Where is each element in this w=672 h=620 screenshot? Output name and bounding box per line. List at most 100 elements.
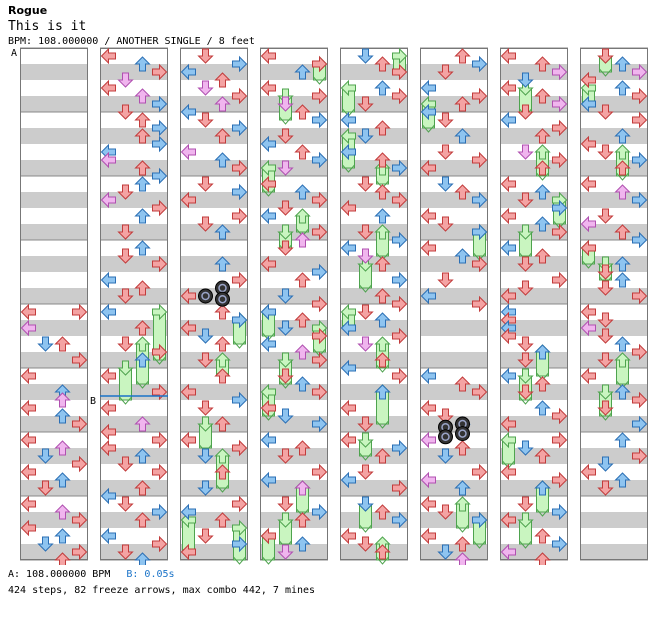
up-arrow-icon bbox=[614, 336, 631, 352]
beat-stripe bbox=[260, 480, 328, 496]
right-arrow-icon bbox=[152, 167, 168, 185]
freeze-head-down-arrow-icon bbox=[197, 416, 214, 432]
up-arrow-icon bbox=[374, 120, 391, 136]
beat-stripe bbox=[420, 192, 488, 208]
beat-stripe bbox=[580, 544, 648, 560]
beat-stripe bbox=[180, 64, 248, 80]
marker-b: B bbox=[90, 396, 96, 407]
freeze-head-down-arrow-icon bbox=[357, 432, 374, 448]
right-arrow-icon bbox=[472, 191, 488, 209]
right-arrow-icon bbox=[72, 511, 88, 529]
left-arrow-icon bbox=[260, 335, 276, 353]
freeze-tail-icon bbox=[216, 484, 229, 493]
right-arrow-icon bbox=[392, 367, 408, 385]
left-arrow-icon bbox=[580, 319, 596, 337]
up-arrow-icon bbox=[214, 464, 231, 480]
down-arrow-icon bbox=[437, 272, 454, 288]
left-arrow-icon bbox=[500, 463, 516, 481]
down-arrow-icon bbox=[517, 336, 534, 352]
freeze-head-down-arrow-icon bbox=[517, 224, 534, 240]
freeze-head-up-arrow-icon bbox=[454, 496, 471, 512]
mine-ring bbox=[218, 294, 227, 304]
column-border bbox=[20, 48, 88, 560]
freeze-tail-icon bbox=[536, 172, 549, 181]
up-arrow-icon bbox=[214, 152, 231, 168]
down-arrow-icon bbox=[37, 480, 54, 496]
up-arrow-icon bbox=[534, 88, 551, 104]
down-arrow-icon bbox=[37, 336, 54, 352]
beat-stripe bbox=[580, 384, 648, 400]
right-arrow-icon bbox=[392, 271, 408, 289]
up-arrow-icon bbox=[54, 504, 71, 520]
beat-stripe bbox=[420, 384, 488, 400]
down-arrow-icon bbox=[437, 408, 454, 424]
beat-stripe bbox=[100, 192, 168, 208]
beat-stripe bbox=[500, 384, 568, 400]
left-arrow-icon bbox=[100, 191, 116, 209]
right-arrow-icon bbox=[312, 111, 328, 129]
down-arrow-icon bbox=[517, 192, 534, 208]
left-arrow-icon bbox=[20, 463, 36, 481]
down-arrow-icon bbox=[517, 496, 534, 512]
up-arrow-icon bbox=[374, 256, 391, 272]
beat-stripe bbox=[340, 384, 408, 400]
up-arrow-icon bbox=[614, 160, 631, 176]
up-arrow-icon bbox=[134, 128, 151, 144]
beat-stripe bbox=[260, 64, 328, 80]
beat-stripe bbox=[100, 64, 168, 80]
down-arrow-icon bbox=[37, 536, 54, 552]
beat-stripe bbox=[340, 512, 408, 528]
beat-stripe bbox=[500, 160, 568, 176]
right-arrow-icon bbox=[552, 63, 568, 81]
down-arrow-icon bbox=[117, 184, 134, 200]
up-arrow-icon bbox=[534, 552, 551, 565]
beat-stripe bbox=[420, 544, 488, 560]
down-arrow-icon bbox=[517, 440, 534, 456]
up-arrow-icon bbox=[374, 208, 391, 224]
right-arrow-icon bbox=[72, 303, 88, 321]
beat-stripe bbox=[340, 480, 408, 496]
bpm-legend: A: 108.000000 BPM B: 0.05s bbox=[8, 569, 175, 580]
right-arrow-icon bbox=[152, 343, 168, 361]
down-arrow-icon bbox=[277, 160, 294, 176]
mine-ring bbox=[218, 283, 227, 293]
up-arrow-icon bbox=[534, 376, 551, 392]
beat-stripe bbox=[500, 544, 568, 560]
right-arrow-icon bbox=[312, 295, 328, 313]
up-arrow-icon bbox=[294, 344, 311, 360]
up-arrow-icon bbox=[534, 128, 551, 144]
right-arrow-icon bbox=[152, 199, 168, 217]
left-arrow-icon bbox=[420, 495, 436, 513]
up-arrow-icon bbox=[294, 272, 311, 288]
beat-stripe bbox=[260, 320, 328, 336]
right-arrow-icon bbox=[552, 503, 568, 521]
right-arrow-icon bbox=[472, 151, 488, 169]
left-arrow-icon bbox=[260, 79, 276, 97]
up-arrow-icon bbox=[214, 416, 231, 432]
left-arrow-icon bbox=[500, 175, 516, 193]
artist-name: Rogue bbox=[8, 4, 48, 17]
beat-stripe bbox=[100, 512, 168, 528]
left-arrow-icon bbox=[100, 47, 116, 65]
left-arrow-icon bbox=[20, 495, 36, 513]
freeze-tail-icon bbox=[262, 188, 275, 197]
freeze-tail-icon bbox=[456, 524, 469, 533]
left-arrow-icon bbox=[340, 527, 356, 545]
right-arrow-icon bbox=[552, 271, 568, 289]
beat-stripe bbox=[580, 352, 648, 368]
freeze-tail-icon bbox=[536, 508, 549, 517]
up-arrow-icon bbox=[534, 480, 551, 496]
beat-stripe bbox=[20, 288, 88, 304]
down-arrow-icon bbox=[117, 72, 134, 88]
left-arrow-icon bbox=[180, 503, 196, 521]
right-arrow-icon bbox=[632, 447, 648, 465]
left-arrow-icon bbox=[500, 47, 516, 65]
left-arrow-icon bbox=[20, 399, 36, 417]
up-arrow-icon bbox=[294, 480, 311, 496]
freeze-tail-icon bbox=[233, 340, 246, 349]
beat-stripe bbox=[180, 96, 248, 112]
freeze-head-down-arrow-icon bbox=[277, 352, 294, 368]
down-arrow-icon bbox=[117, 456, 134, 472]
up-arrow-icon bbox=[134, 56, 151, 72]
right-arrow-icon bbox=[72, 351, 88, 369]
